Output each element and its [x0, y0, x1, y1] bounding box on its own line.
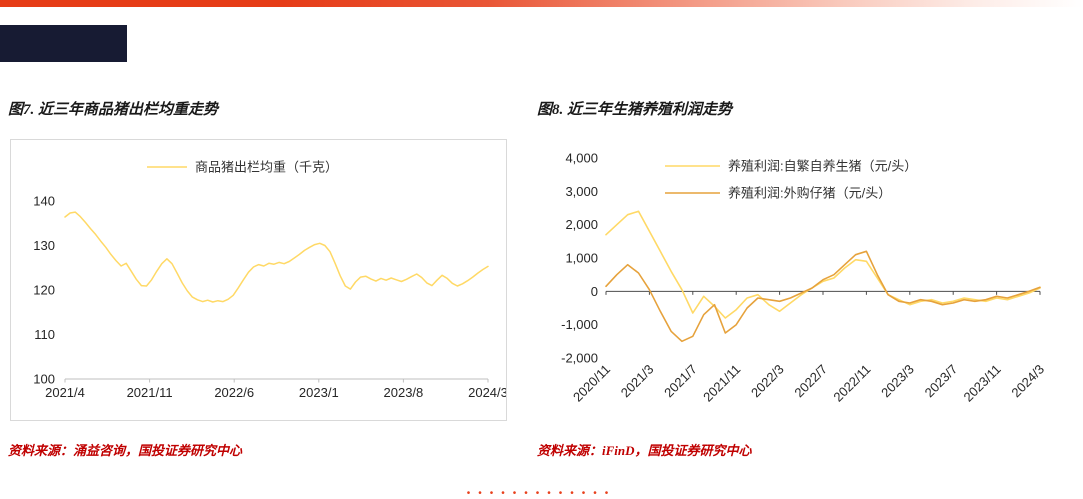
y-axis-labels: -2,000 -1,000 0 1,000 2,000 3,000 4,000	[561, 151, 598, 366]
svg-text:2020/11: 2020/11	[570, 362, 613, 405]
svg-text:-2,000: -2,000	[561, 351, 598, 366]
svg-text:2023/11: 2023/11	[961, 362, 1004, 405]
figure8-chart-svg: -2,000 -1,000 0 1,000 2,000 3,000 4,000 2020/11…	[561, 151, 1047, 405]
svg-text:0: 0	[591, 284, 598, 299]
series-line-0	[64, 211, 489, 303]
x-axis-ticks	[605, 291, 1041, 295]
figure7-source: 资料来源：涌益咨询，国投证券研究中心	[8, 443, 243, 458]
legend: 养殖利润:自繁自养生猪（元/头） 养殖利润:外购仔猪（元/头）	[665, 159, 917, 201]
y-axis-labels: 100 110 120 130 140	[33, 194, 55, 387]
x-axis-labels: 2021/4 2021/11 2022/6 2023/1 2023/8 2024/3	[45, 385, 506, 400]
svg-text:110: 110	[34, 327, 55, 342]
x-axis-ticks	[64, 379, 489, 383]
figure7-chart-svg: 100 110 120 130 140 2021/4 2021/11 2022/6 2023/1…	[33, 160, 506, 401]
svg-text:2024/3: 2024/3	[468, 385, 506, 400]
svg-text:2024/3: 2024/3	[1008, 362, 1047, 401]
x-axis-labels: 2020/11 2021/3 2021/7 2021/11 2022/3 2022/7 20…	[570, 362, 1047, 405]
legend: 商品猪出栏均重（千克）	[147, 160, 338, 175]
svg-text:2021/11: 2021/11	[700, 362, 743, 405]
footer-marks: •••••••••••••	[466, 488, 617, 499]
figure7-title: 图7. 近三年商品猪出栏均重走势	[8, 102, 219, 118]
svg-text:2021/7: 2021/7	[661, 362, 700, 401]
figure8-chart: -2,000 -1,000 0 1,000 2,000 3,000 4,000 2020/11…	[528, 142, 1081, 442]
svg-text:2023/3: 2023/3	[878, 362, 917, 401]
svg-text:2023/8: 2023/8	[384, 385, 424, 400]
svg-text:2022/6: 2022/6	[214, 385, 254, 400]
svg-text:1,000: 1,000	[565, 251, 598, 266]
svg-text:2022/3: 2022/3	[748, 362, 787, 401]
series-line-0	[605, 210, 1041, 319]
figure8-title: 图8. 近三年生猪养殖利润走势	[537, 102, 733, 118]
svg-text:3,000: 3,000	[565, 184, 598, 199]
series-line-1	[605, 250, 1041, 343]
svg-text:140: 140	[33, 194, 55, 209]
svg-text:2022/7: 2022/7	[791, 362, 830, 401]
svg-text:100: 100	[33, 372, 55, 387]
svg-text:4,000: 4,000	[565, 151, 598, 166]
svg-text:养殖利润:自繁自养生猪（元/头）: 养殖利润:自繁自养生猪（元/头）	[728, 159, 917, 174]
svg-text:2021/3: 2021/3	[618, 362, 657, 401]
logo-block	[0, 25, 127, 62]
svg-text:2023/1: 2023/1	[299, 385, 339, 400]
svg-text:2023/7: 2023/7	[922, 362, 961, 401]
svg-text:130: 130	[33, 238, 55, 253]
svg-text:120: 120	[33, 283, 55, 298]
svg-text:2021/11: 2021/11	[127, 385, 173, 400]
svg-text:-1,000: -1,000	[561, 317, 598, 332]
figure7-chart: 100 110 120 130 140 2021/4 2021/11 2022/6 2023/1…	[10, 139, 507, 421]
svg-text:2,000: 2,000	[565, 217, 598, 232]
svg-text:商品猪出栏均重（千克）: 商品猪出栏均重（千克）	[195, 160, 338, 175]
svg-text:养殖利润:外购仔猪（元/头）: 养殖利润:外购仔猪（元/头）	[728, 186, 891, 201]
svg-text:2022/11: 2022/11	[830, 362, 873, 405]
figure8-source: 资料来源：iFinD，国投证券研究中心	[537, 443, 752, 458]
svg-text:2021/4: 2021/4	[45, 385, 85, 400]
top-gradient-bar	[0, 0, 1083, 7]
